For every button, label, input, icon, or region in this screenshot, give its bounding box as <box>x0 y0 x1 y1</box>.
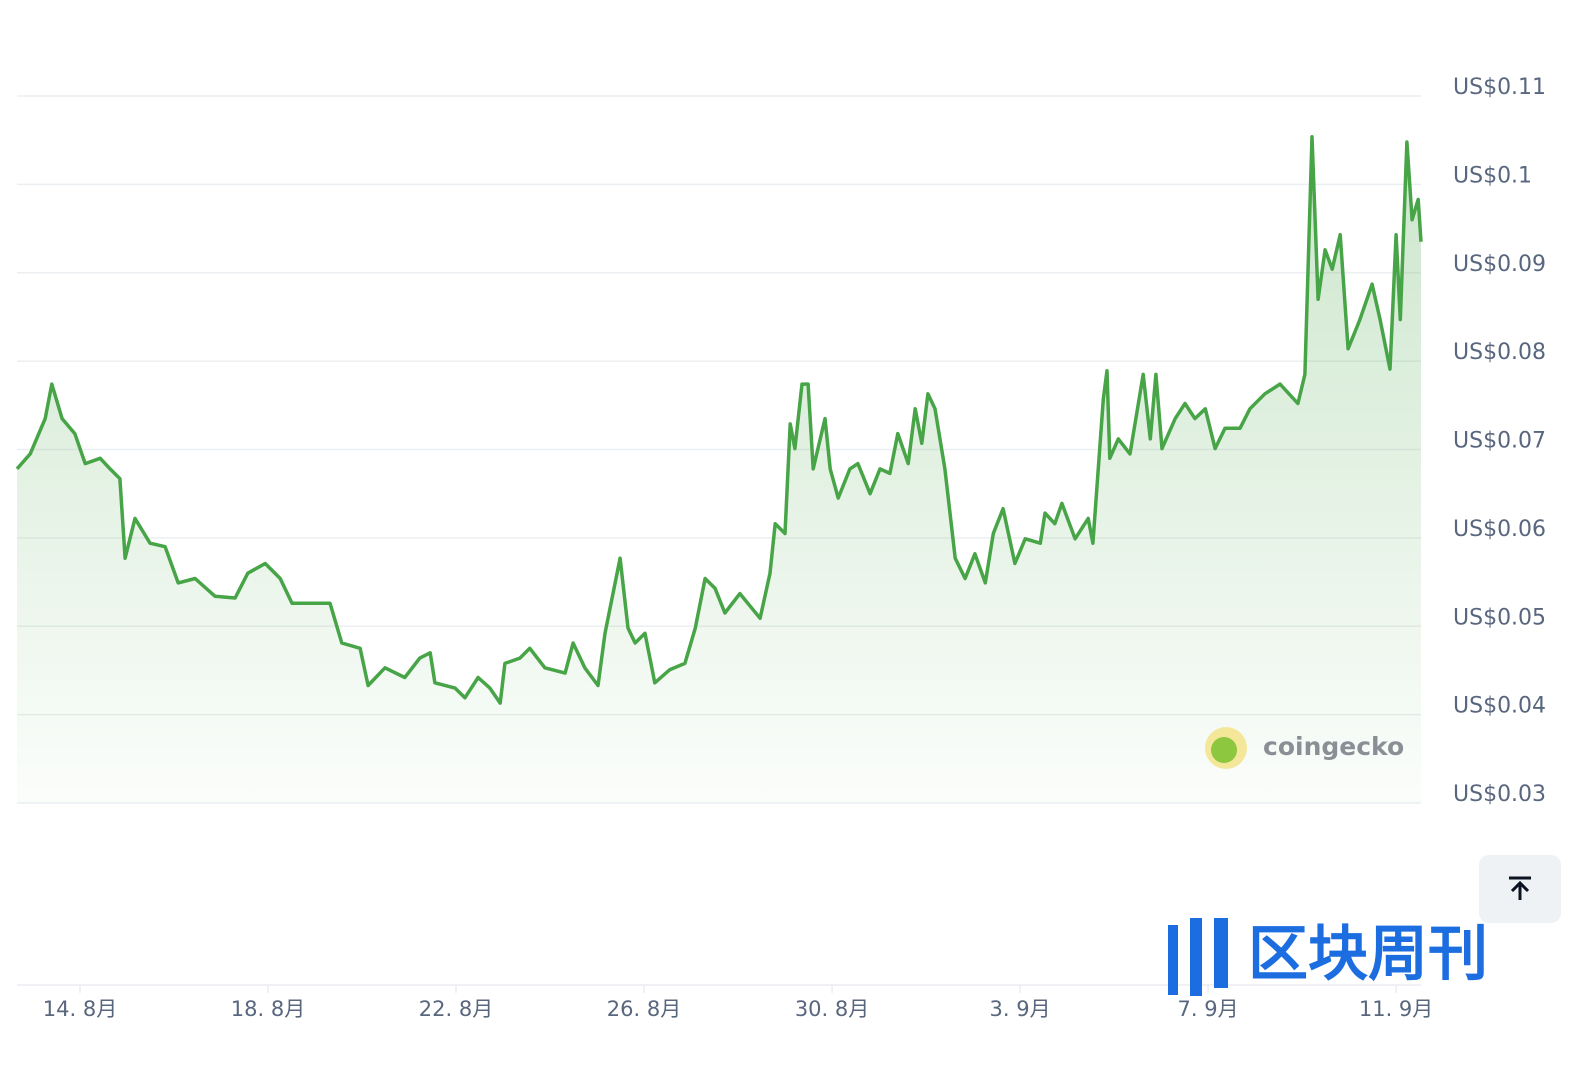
y-tick-label: US$0.11 <box>1453 75 1546 100</box>
price-line <box>15 134 1423 705</box>
area <box>17 136 1421 803</box>
x-tick-label: 7. 9月 <box>1178 997 1239 1021</box>
watermark: coingecko <box>1205 727 1404 769</box>
y-tick-label: US$0.1 <box>1453 163 1532 188</box>
y-tick-label: US$0.04 <box>1453 694 1546 719</box>
gecko-head <box>1211 737 1237 763</box>
y-tick-label: US$0.08 <box>1453 340 1546 365</box>
icon <box>1510 880 1530 900</box>
x-tick-label: 14. 8月 <box>43 997 117 1021</box>
logo-bar <box>1168 925 1178 995</box>
x-tick-label: 22. 8月 <box>419 997 493 1021</box>
y-tick-label: US$0.07 <box>1453 429 1546 454</box>
x-tick-label: 11. 9月 <box>1359 997 1433 1021</box>
watermark-text: coingecko <box>1263 732 1404 761</box>
overlay-logo: 区块周刊 <box>1168 918 1488 996</box>
y-tick-label: US$0.05 <box>1453 605 1546 630</box>
logo-bar <box>1214 918 1228 988</box>
logo-text: 区块周刊 <box>1248 920 1488 990</box>
y-tick-label: US$0.06 <box>1453 517 1546 542</box>
y-tick-label: US$0.09 <box>1453 252 1546 277</box>
x-tick-label: 26. 8月 <box>607 997 681 1021</box>
y-tick-label: US$0.03 <box>1453 782 1546 807</box>
x-tick-label: 30. 8月 <box>795 997 869 1021</box>
x-tick-label: 18. 8月 <box>231 997 305 1021</box>
scroll-top-button[interactable] <box>1479 855 1561 923</box>
logo-bar <box>1190 918 1202 996</box>
x-tick-label: 3. 9月 <box>990 997 1051 1021</box>
plot <box>15 134 1423 803</box>
